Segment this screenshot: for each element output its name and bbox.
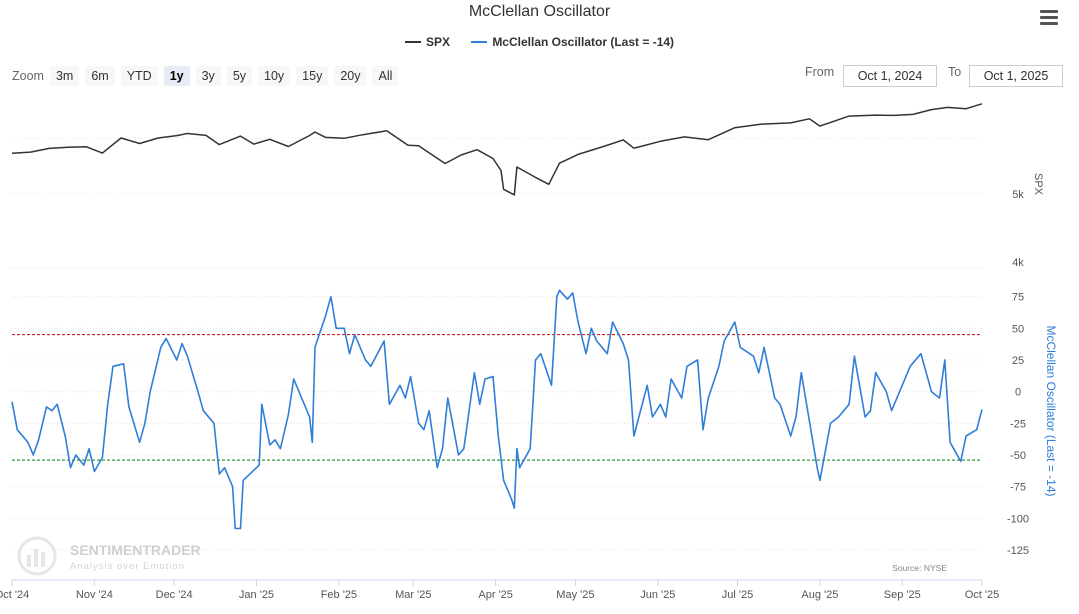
legend: SPX McClellan Oscillator (Last = -14) xyxy=(0,32,1079,49)
x-tick-label: Jul '25 xyxy=(722,589,753,601)
mco-tick-label: -25 xyxy=(1010,418,1026,430)
zoom-button-all[interactable]: All xyxy=(372,66,399,86)
zoom-button-15y[interactable]: 15y xyxy=(296,66,329,86)
x-tick-label: Dec '24 xyxy=(156,589,193,601)
legend-swatch-spx xyxy=(404,41,421,43)
x-tick-label: Nov '24 xyxy=(76,589,113,601)
mco-tick-label: 0 xyxy=(1015,387,1021,399)
spx-axis-title: SPX xyxy=(1032,173,1044,196)
mco-series-line xyxy=(11,289,983,530)
range-from-input[interactable]: Oct 1, 2024 xyxy=(843,65,937,87)
mco-tick-label: -100 xyxy=(1007,513,1029,525)
chart-title: McClellan Oscillator xyxy=(468,3,611,20)
mco-tick-label: -75 xyxy=(1010,482,1026,494)
x-tick-label: Oct '24 xyxy=(0,589,29,601)
spx-series-line xyxy=(11,103,983,196)
mco-tick-label: -50 xyxy=(1010,450,1026,462)
zoom-label: Zoom xyxy=(12,69,44,83)
watermark: SENTIMENTRADER Analysis over Emotion xyxy=(17,536,201,576)
zoom-button-1y[interactable]: 1y xyxy=(163,66,190,86)
zoom-button-20y[interactable]: 20y xyxy=(334,66,367,86)
x-tick-label: Jan '25 xyxy=(239,589,274,601)
range-to-label: To xyxy=(948,65,962,79)
legend-item-mco[interactable]: McClellan Oscillator (Last = -14) xyxy=(471,35,674,49)
legend-item-spx[interactable]: SPX xyxy=(404,35,450,49)
source-note: Source: NYSE xyxy=(892,563,947,573)
spx-tick-label: 5k xyxy=(1012,189,1024,201)
zoom-bar: Zoom 3m 6m YTD 1y 3y 5y 10y 15y 20y All xyxy=(12,66,404,86)
watermark-name: SENTIMENTRADER xyxy=(70,542,201,558)
x-tick-label: Mar '25 xyxy=(395,589,431,601)
x-tick-label: Apr '25 xyxy=(478,589,513,601)
zoom-button-3m[interactable]: 3m xyxy=(49,66,80,86)
zoom-button-6m[interactable]: 6m xyxy=(85,66,115,86)
x-tick-label: Aug '25 xyxy=(801,589,838,601)
watermark-logo-icon xyxy=(17,536,57,576)
mco-tick-label: -125 xyxy=(1007,545,1029,557)
spx-tick-label: 4k xyxy=(1012,257,1024,269)
zoom-button-5y[interactable]: 5y xyxy=(226,66,253,86)
mco-axis-title: McClellan Oscillator (Last = -14) xyxy=(1044,325,1058,496)
zoom-button-ytd[interactable]: YTD xyxy=(120,66,158,86)
x-tick-label: Jun '25 xyxy=(640,589,675,601)
x-tick-label: Feb '25 xyxy=(321,589,357,601)
legend-swatch-mco xyxy=(471,41,488,43)
mco-tick-label: 50 xyxy=(1012,323,1024,335)
hamburger-menu-icon[interactable] xyxy=(1040,10,1058,26)
mco-tick-label: 25 xyxy=(1012,355,1024,367)
watermark-tagline: Analysis over Emotion xyxy=(70,561,185,572)
range-from-label: From xyxy=(805,65,835,79)
zoom-button-10y[interactable]: 10y xyxy=(258,66,291,86)
legend-label-spx: SPX xyxy=(425,35,450,49)
x-tick-label: Oct '25 xyxy=(965,589,1000,601)
zoom-button-3y[interactable]: 3y xyxy=(195,66,221,86)
mco-tick-label: 75 xyxy=(1012,292,1024,304)
x-tick-label: Sep '25 xyxy=(884,589,921,601)
range-to-input[interactable]: Oct 1, 2025 xyxy=(969,65,1063,87)
legend-label-mco: McClellan Oscillator (Last = -14) xyxy=(492,35,675,49)
x-tick-label: May '25 xyxy=(556,589,594,601)
